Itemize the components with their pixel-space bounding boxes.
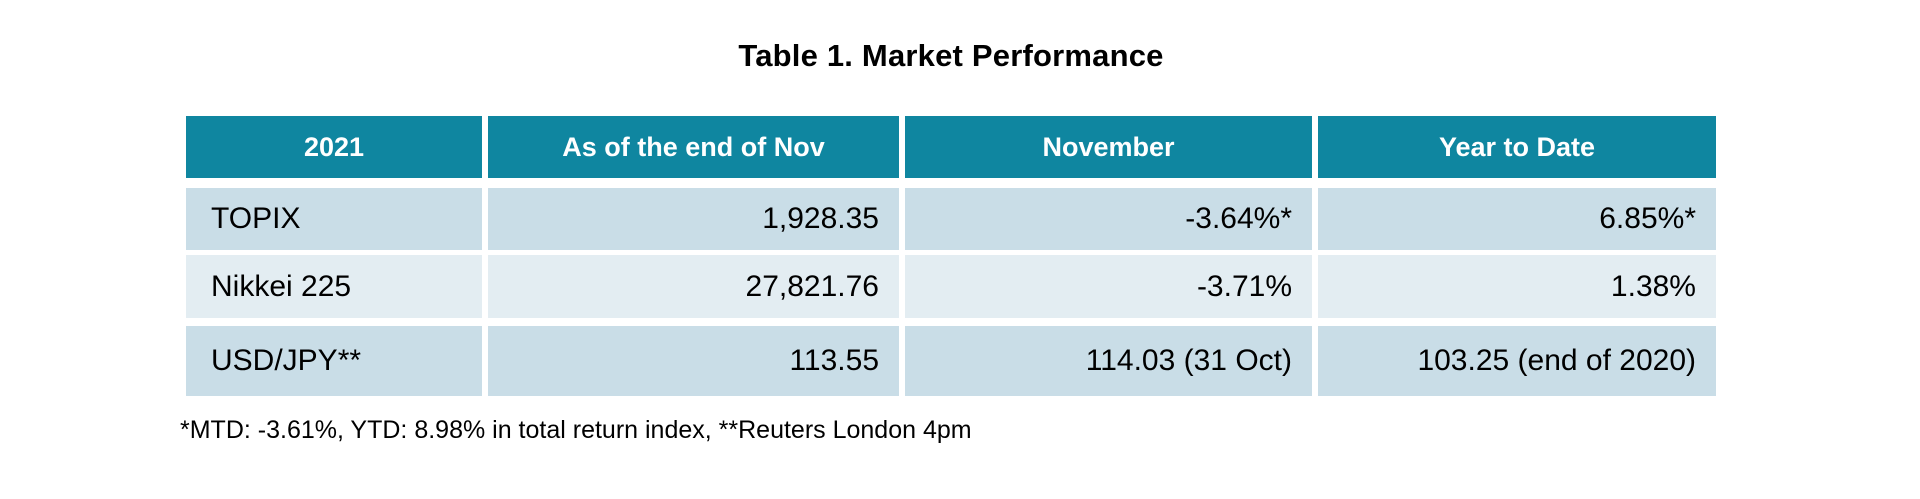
market-performance-table: 2021 As of the end of Nov November Year … [186,116,1716,396]
row-label-nikkei: Nikkei 225 [186,255,482,318]
table-row-usdjpy: USD/JPY** 113.55 114.03 (31 Oct) 103.25 … [186,326,1716,396]
usdjpy-ytd-value: 103.25 (end of 2020) [1318,326,1716,396]
usdjpy-november-value: 114.03 (31 Oct) [905,326,1312,396]
row-label-usdjpy: USD/JPY** [186,326,482,396]
row-label-topix: TOPIX [186,188,482,250]
nikkei-ytd-value: 1.38% [1318,255,1716,318]
table-row-topix: TOPIX 1,928.35 -3.64%* 6.85%* [186,188,1716,250]
table-title: Table 1. Market Performance [738,38,1164,73]
topix-ytd-value: 6.85%* [1318,188,1716,250]
header-cell-november: November [905,116,1312,178]
header-cell-as-of-end-nov: As of the end of Nov [488,116,899,178]
header-cell-year-to-date: Year to Date [1318,116,1716,178]
nikkei-november-value: -3.71% [905,255,1312,318]
topix-end-nov-value: 1,928.35 [488,188,899,250]
topix-november-value: -3.64%* [905,188,1312,250]
usdjpy-end-nov-value: 113.55 [488,326,899,396]
header-cell-year: 2021 [186,116,482,178]
table-header-row: 2021 As of the end of Nov November Year … [186,116,1716,178]
footnote: *MTD: -3.61%, YTD: 8.98% in total return… [180,416,972,444]
table-row-nikkei: Nikkei 225 27,821.76 -3.71% 1.38% [186,255,1716,318]
nikkei-end-nov-value: 27,821.76 [488,255,899,318]
